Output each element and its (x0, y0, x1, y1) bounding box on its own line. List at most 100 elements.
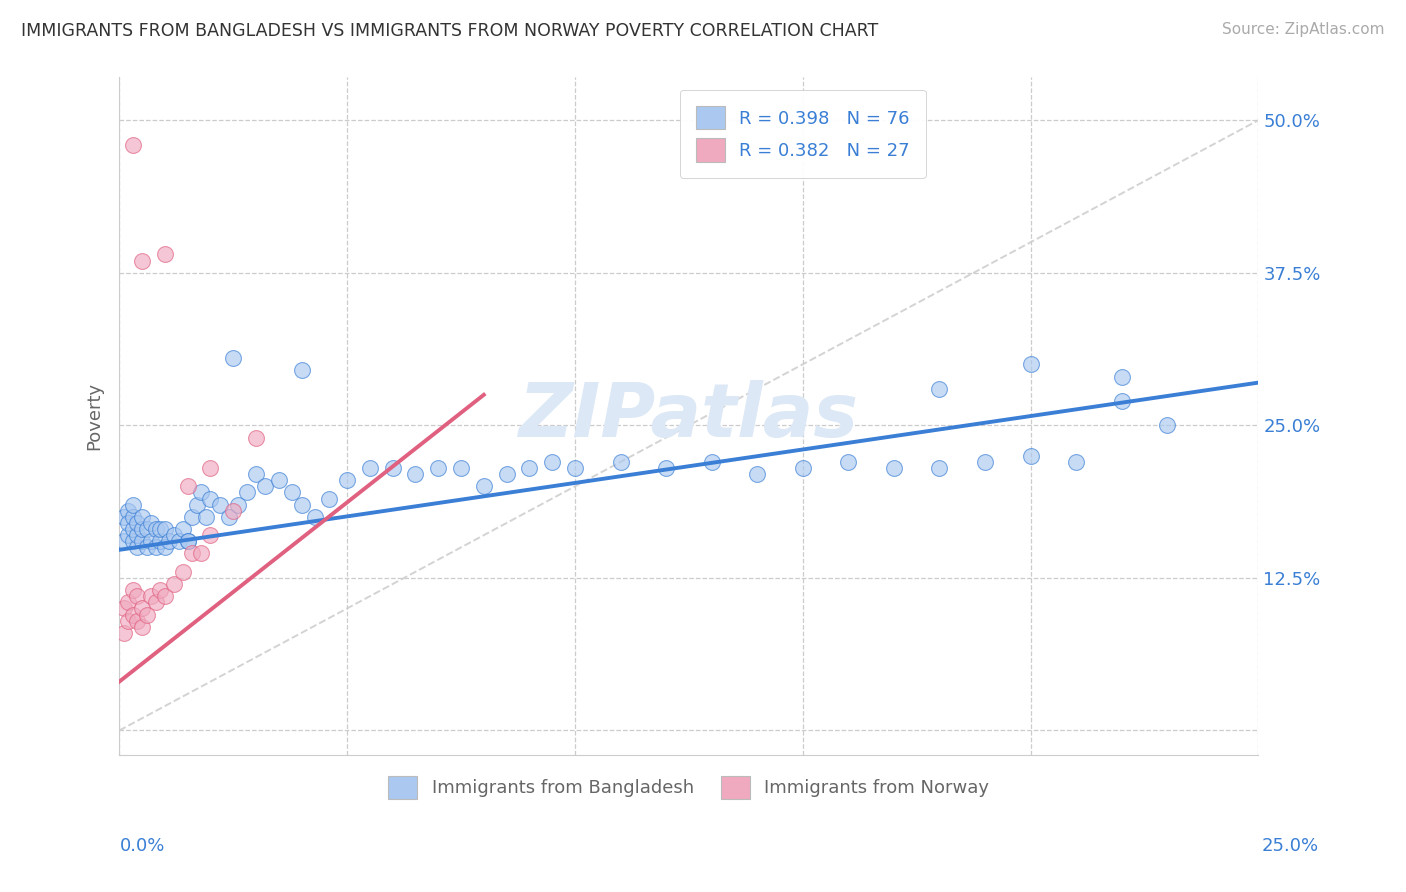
Point (122, 583, 145, 598)
Point (176, 534, 198, 549)
Point (304, 509, 326, 524)
Point (112, 625, 135, 640)
Point (236, 485, 259, 500)
Point (122, 534, 145, 549)
Point (404, 467, 426, 482)
Point (222, 504, 245, 518)
Point (267, 473, 290, 487)
Point (450, 461, 472, 475)
Point (112, 534, 135, 549)
Point (176, 534, 198, 549)
Point (381, 461, 404, 475)
Point (131, 522, 153, 536)
Point (117, 595, 139, 609)
Point (519, 461, 541, 475)
Point (655, 461, 678, 475)
Point (153, 589, 176, 603)
Point (190, 485, 212, 500)
Point (609, 455, 631, 469)
Text: ZIPatlas: ZIPatlas (519, 380, 859, 452)
Point (153, 522, 176, 536)
Point (131, 620, 153, 634)
Point (700, 455, 723, 469)
Point (131, 253, 153, 268)
Point (122, 137, 145, 152)
Legend: Immigrants from Bangladesh, Immigrants from Norway: Immigrants from Bangladesh, Immigrants f… (374, 762, 1004, 814)
Point (112, 601, 135, 615)
Point (200, 461, 222, 475)
Point (208, 498, 231, 512)
Point (472, 479, 495, 493)
Point (117, 528, 139, 542)
Point (127, 589, 149, 603)
Point (131, 601, 153, 615)
Point (427, 461, 450, 475)
Point (149, 583, 172, 598)
Point (1156, 418, 1178, 433)
Point (1064, 455, 1087, 469)
Point (245, 467, 267, 482)
Point (359, 461, 381, 475)
Point (290, 363, 312, 377)
Point (153, 247, 176, 261)
Point (186, 498, 208, 512)
Point (172, 565, 194, 579)
Point (928, 461, 950, 475)
Point (200, 491, 222, 506)
Text: IMMIGRANTS FROM BANGLADESH VS IMMIGRANTS FROM NORWAY POVERTY CORRELATION CHART: IMMIGRANTS FROM BANGLADESH VS IMMIGRANTS… (21, 22, 879, 40)
Text: 0.0%: 0.0% (120, 837, 165, 855)
Point (190, 547, 212, 561)
Point (218, 509, 240, 524)
Point (837, 455, 859, 469)
Point (318, 491, 340, 506)
Point (145, 541, 167, 555)
Point (117, 614, 139, 628)
Point (163, 528, 186, 542)
Point (181, 547, 204, 561)
Point (127, 614, 149, 628)
Point (122, 607, 145, 622)
Point (122, 498, 145, 512)
Point (792, 461, 814, 475)
Point (167, 534, 190, 549)
Point (141, 589, 163, 603)
Point (226, 498, 249, 512)
Point (145, 595, 167, 609)
Point (145, 522, 167, 536)
Point (135, 541, 157, 555)
Point (200, 528, 222, 542)
Text: Source: ZipAtlas.com: Source: ZipAtlas.com (1222, 22, 1385, 37)
Point (495, 467, 517, 482)
Point (1019, 449, 1042, 463)
Point (149, 534, 172, 549)
Point (290, 498, 312, 512)
Point (336, 473, 359, 487)
Point (141, 534, 163, 549)
Point (112, 509, 135, 524)
Text: 25.0%: 25.0% (1261, 837, 1319, 855)
Point (131, 509, 153, 524)
Point (1111, 369, 1133, 384)
Point (141, 516, 163, 530)
Point (172, 522, 194, 536)
Point (194, 509, 217, 524)
Point (153, 541, 176, 555)
Point (117, 504, 139, 518)
Point (974, 455, 997, 469)
Point (245, 431, 267, 445)
Point (181, 509, 204, 524)
Point (254, 479, 277, 493)
Point (127, 528, 149, 542)
Point (127, 516, 149, 530)
Point (564, 461, 586, 475)
Point (541, 455, 564, 469)
Point (135, 607, 157, 622)
Point (117, 516, 139, 530)
Y-axis label: Poverty: Poverty (86, 382, 103, 450)
Point (149, 522, 172, 536)
Point (883, 461, 905, 475)
Point (127, 541, 149, 555)
Point (1111, 393, 1133, 408)
Point (163, 577, 186, 591)
Point (1019, 357, 1042, 371)
